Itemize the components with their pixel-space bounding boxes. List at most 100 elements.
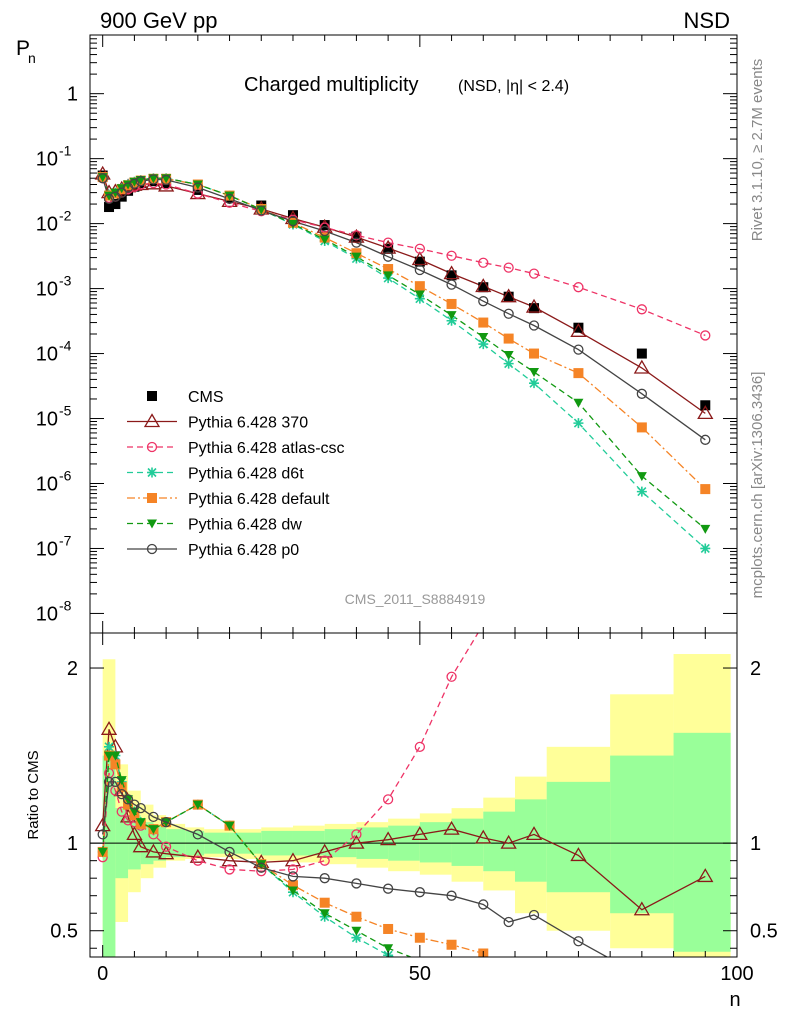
ratio-data-point — [414, 887, 425, 898]
ratio-data-point — [351, 878, 362, 889]
ratio-data-point — [256, 862, 267, 873]
main-data-point — [224, 193, 235, 205]
ratio-data-point — [573, 936, 584, 947]
main-y-tick-exponent: -7 — [59, 532, 72, 548]
main-y-tick-label: 10 — [36, 409, 58, 431]
main-data-point — [700, 524, 711, 534]
mcplots-label: mcplots.cern.ch [arXiv:1306.3436] — [749, 372, 766, 599]
main-series-line — [102, 173, 706, 414]
main-data-point — [135, 176, 146, 187]
main-y-tick-label: 10 — [36, 603, 58, 625]
x-tick-label: 100 — [720, 963, 753, 985]
main-data-point — [382, 237, 394, 248]
main-data-point — [446, 298, 457, 309]
main-data-point — [129, 178, 140, 189]
ratio-data-point — [478, 899, 489, 910]
main-data-point — [478, 296, 489, 307]
main-data-point — [192, 184, 203, 195]
main-data-point — [529, 368, 540, 378]
main-data-point — [478, 332, 489, 342]
main-data-point — [414, 264, 425, 276]
main-data-point — [503, 358, 514, 369]
ratio-data-point — [503, 916, 514, 928]
ratio-data-point — [319, 855, 330, 866]
main-data-point — [573, 282, 584, 293]
ratio-data-point — [116, 806, 127, 817]
ratio-data-point — [382, 794, 394, 805]
ratio-data-point — [351, 911, 362, 922]
main-data-point — [319, 220, 330, 231]
main-data-point — [529, 378, 540, 389]
main-y-tick-exponent: -1 — [59, 143, 72, 159]
ratio-data-point — [287, 880, 298, 891]
ratio-data-point — [382, 883, 394, 894]
main-data-point — [104, 202, 115, 213]
ratio-data-point — [104, 741, 115, 752]
main-data-point — [636, 422, 647, 433]
main-series-line — [102, 178, 706, 337]
ratio-data-point — [319, 909, 330, 919]
ratio-data-point — [379, 831, 397, 846]
main-data-point — [97, 173, 108, 184]
main-data-point — [348, 228, 365, 243]
main-data-point — [700, 543, 711, 554]
legend-marker — [147, 519, 157, 529]
main-data-point — [570, 323, 587, 337]
ratio-data-point — [116, 776, 127, 786]
main-data-point — [478, 317, 489, 328]
ratio-data-point — [284, 852, 302, 867]
ratio-data-point — [110, 776, 121, 788]
main-data-point — [528, 268, 540, 279]
main-y-label-sub: n — [28, 50, 36, 66]
ratio-y-tick-label: 0.5 — [50, 921, 78, 943]
main-data-point — [97, 173, 108, 183]
main-y-tick-exponent: -8 — [59, 597, 72, 613]
ratio-data-point — [287, 871, 299, 882]
main-y-tick-label: 10 — [36, 149, 58, 171]
legend-marker — [147, 493, 157, 503]
x-tick-label: 0 — [97, 963, 108, 985]
main-data-point — [157, 177, 175, 192]
ratio-data-point — [148, 825, 159, 835]
main-data-point — [478, 339, 489, 350]
ratio-data-point — [148, 811, 159, 823]
main-data-point — [525, 298, 543, 313]
main-plot-marks — [94, 165, 714, 554]
main-data-point — [573, 322, 584, 333]
ratio-data-point — [110, 759, 121, 770]
main-data-point — [529, 303, 540, 314]
ratio-data-point — [414, 741, 425, 752]
main-y-tick-label: 1 — [67, 84, 78, 106]
main-data-point — [383, 243, 394, 254]
ratio-y-tick-label-right: 0.5 — [750, 921, 778, 943]
legend-marker — [146, 543, 158, 555]
main-data-point — [319, 235, 330, 245]
ratio-axis-ticks: 0.5 0.5 1 1 2 2 0 50 100 — [50, 633, 778, 985]
legend-marker — [147, 391, 157, 401]
main-data-point — [529, 348, 540, 359]
ratio-data-point — [348, 834, 365, 849]
main-data-point — [573, 398, 584, 408]
ratio-band-segment — [546, 781, 611, 893]
ratio-data-point — [135, 818, 146, 828]
ratio-data-point — [110, 751, 121, 761]
legend: CMS Pythia 6.428 370 Pythia 6.428 atlas-cs… — [127, 389, 345, 559]
ratio-data-point — [351, 926, 362, 936]
main-data-point — [351, 252, 362, 262]
legend-label: Pythia 6.428 dw — [188, 517, 302, 534]
main-y-tick-exponent: -6 — [59, 468, 72, 484]
main-data-point — [503, 351, 514, 361]
ratio-data-point — [123, 799, 134, 810]
ratio-data-point — [126, 826, 143, 841]
ratio-data-point — [122, 815, 134, 826]
analysis-label: CMS_2011_S8884919 — [345, 591, 486, 607]
main-data-point — [636, 304, 648, 315]
main-y-tick-label: 10 — [36, 538, 58, 560]
main-y-tick-label: 10 — [36, 474, 58, 496]
ratio-data-point — [145, 843, 162, 858]
main-axis-ticks: 10 -810 -710 -610 -510 -410 -310 -210 -11 — [36, 34, 738, 633]
main-data-point — [319, 225, 330, 237]
chart-title: Charged multiplicity — [244, 74, 419, 96]
ratio-data-point — [383, 923, 394, 934]
